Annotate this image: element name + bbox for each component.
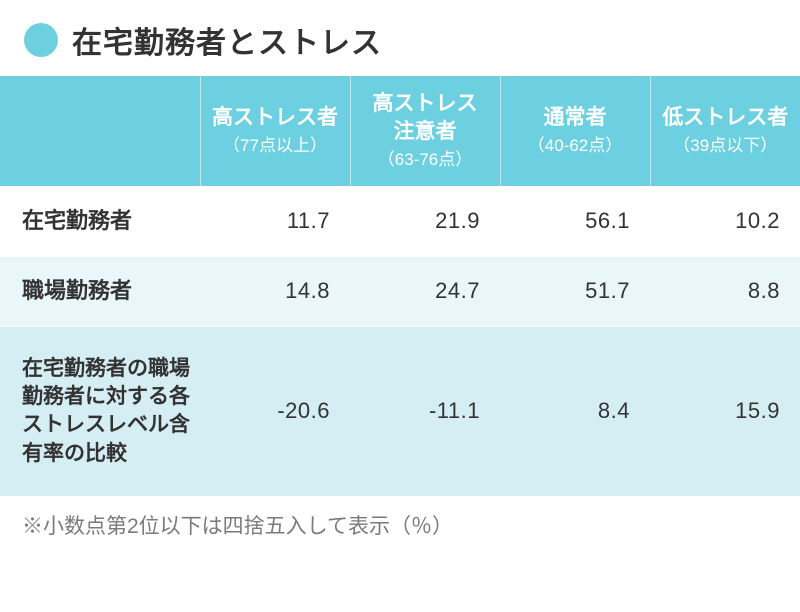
cell: 11.7	[200, 186, 350, 256]
col-label: 高ストレス者	[212, 106, 338, 129]
table-header-blank	[0, 76, 200, 186]
col-sublabel: （40-62点）	[507, 135, 644, 158]
col-label: 低ストレス者	[662, 106, 788, 129]
table-header-col4: 低ストレス者 （39点以下）	[650, 76, 800, 186]
col-label: 高ストレス 注意者	[373, 92, 478, 143]
col-sublabel: （63-76点）	[357, 149, 494, 172]
title-row: 在宅勤務者とストレス	[0, 0, 800, 76]
page-title: 在宅勤務者とストレス	[72, 18, 382, 62]
cell: 8.8	[650, 256, 800, 326]
cell: 56.1	[500, 186, 650, 256]
row-label: 在宅勤務者の職場勤務者に対する各ストレスレベル含有率の比較	[0, 326, 200, 496]
row-label: 職場勤務者	[0, 256, 200, 326]
table-header-col3: 通常者 （40-62点）	[500, 76, 650, 186]
cell: -11.1	[350, 326, 500, 496]
col-label: 通常者	[544, 106, 607, 129]
table-header-col1: 高ストレス者 （77点以上）	[200, 76, 350, 186]
table-row: 在宅勤務者の職場勤務者に対する各ストレスレベル含有率の比較 -20.6 -11.…	[0, 326, 800, 496]
cell: 21.9	[350, 186, 500, 256]
cell: 51.7	[500, 256, 650, 326]
col-sublabel: （39点以下）	[657, 135, 795, 158]
cell: 8.4	[500, 326, 650, 496]
stress-table: 高ストレス者 （77点以上） 高ストレス 注意者 （63-76点） 通常者 （4…	[0, 76, 800, 496]
cell: 15.9	[650, 326, 800, 496]
cell: 24.7	[350, 256, 500, 326]
table-row: 在宅勤務者 11.7 21.9 56.1 10.2	[0, 186, 800, 256]
cell: -20.6	[200, 326, 350, 496]
bullet-icon	[24, 23, 58, 57]
table-header-col2: 高ストレス 注意者 （63-76点）	[350, 76, 500, 186]
col-sublabel: （77点以上）	[207, 135, 344, 158]
table-row: 職場勤務者 14.8 24.7 51.7 8.8	[0, 256, 800, 326]
footnote: ※小数点第2位以下は四捨五入して表示（％）	[0, 496, 800, 540]
cell: 10.2	[650, 186, 800, 256]
row-label: 在宅勤務者	[0, 186, 200, 256]
cell: 14.8	[200, 256, 350, 326]
table-header-row: 高ストレス者 （77点以上） 高ストレス 注意者 （63-76点） 通常者 （4…	[0, 76, 800, 186]
